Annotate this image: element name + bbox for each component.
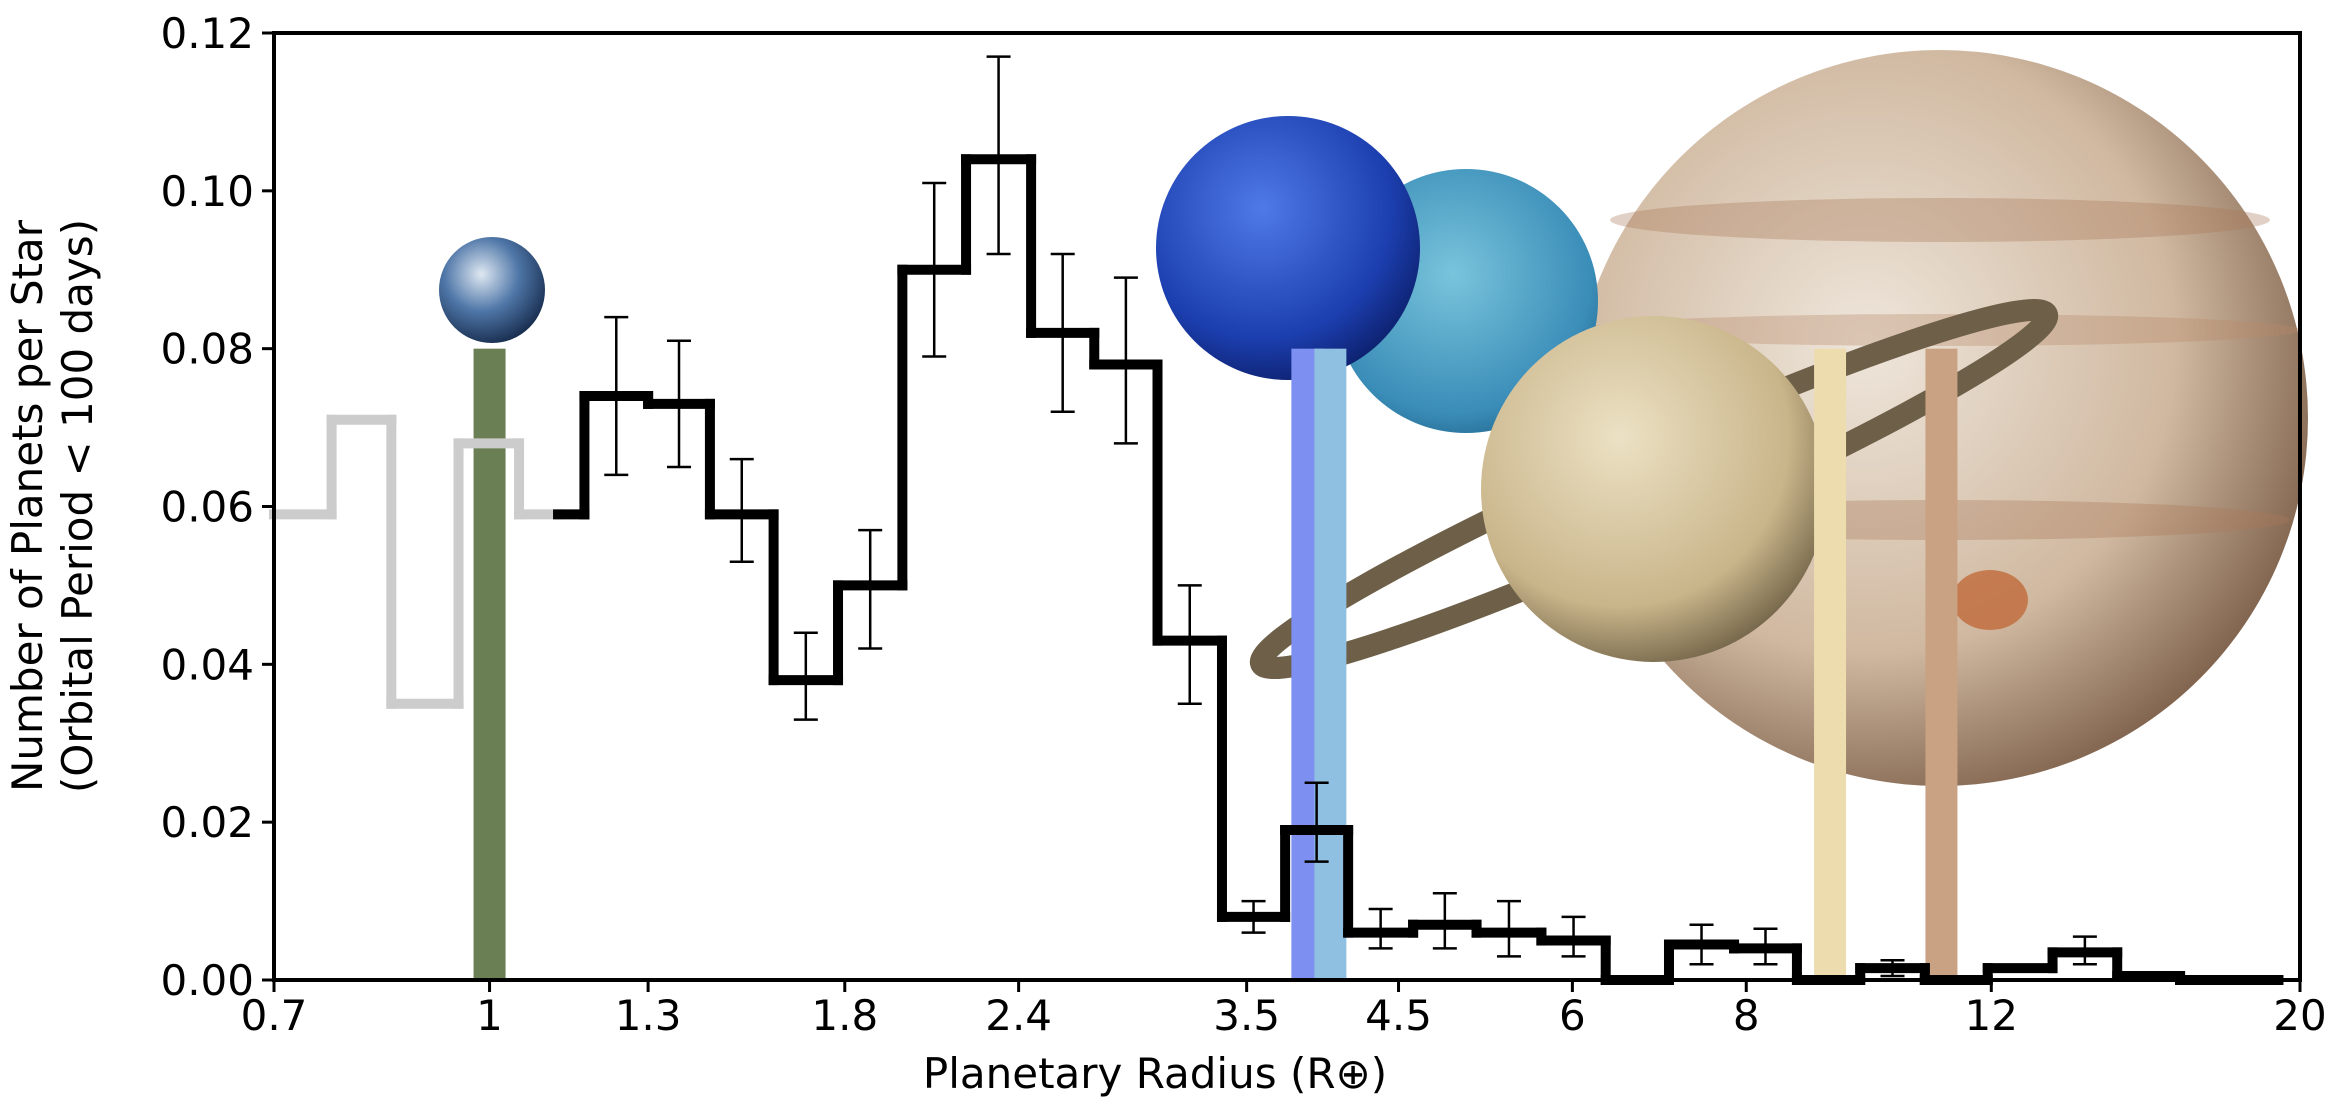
planet-marker — [1925, 349, 1957, 980]
chart: Planetary Radius (R⊕) Number of Planets … — [0, 0, 2350, 1105]
planet-marker — [1814, 349, 1846, 980]
y-tick-label: 0.08 — [160, 325, 254, 374]
page: {"chart_data": { "type": "step-histogram… — [0, 0, 2350, 1105]
earth-image — [439, 237, 545, 343]
x-tick-label: 1 — [476, 991, 503, 1040]
y-tick-label: 0.06 — [160, 483, 254, 532]
great-red-spot — [1952, 570, 2028, 630]
x-tick-label: 12 — [1965, 991, 2018, 1040]
y-tick-label: 0.12 — [160, 9, 254, 58]
x-tick-label: 4.5 — [1365, 991, 1432, 1040]
y-tick-label: 0.10 — [160, 167, 254, 216]
saturn-image — [1481, 316, 1827, 662]
y-axis-label: Number of Planets per Star — [3, 219, 52, 792]
x-tick-label: 0.7 — [241, 991, 308, 1040]
x-tick-label: 1.8 — [811, 991, 878, 1040]
neptune-image — [1156, 116, 1420, 380]
y-tick-label: 0.04 — [160, 640, 254, 689]
x-tick-label: 2.4 — [985, 991, 1052, 1040]
x-tick-label: 20 — [2273, 991, 2326, 1040]
y-tick-label: 0.02 — [160, 798, 254, 847]
x-axis-label: Planetary Radius (R⊕) — [923, 1049, 1387, 1098]
x-tick-label: 8 — [1733, 991, 1760, 1040]
planet-art — [439, 50, 2308, 786]
x-tick-label: 6 — [1559, 991, 1586, 1040]
y-axis-label: (Orbital Period < 100 days) — [53, 219, 102, 793]
x-tick-label: 1.3 — [615, 991, 682, 1040]
planet-marker — [1314, 349, 1346, 980]
x-tick-label: 3.5 — [1213, 991, 1280, 1040]
